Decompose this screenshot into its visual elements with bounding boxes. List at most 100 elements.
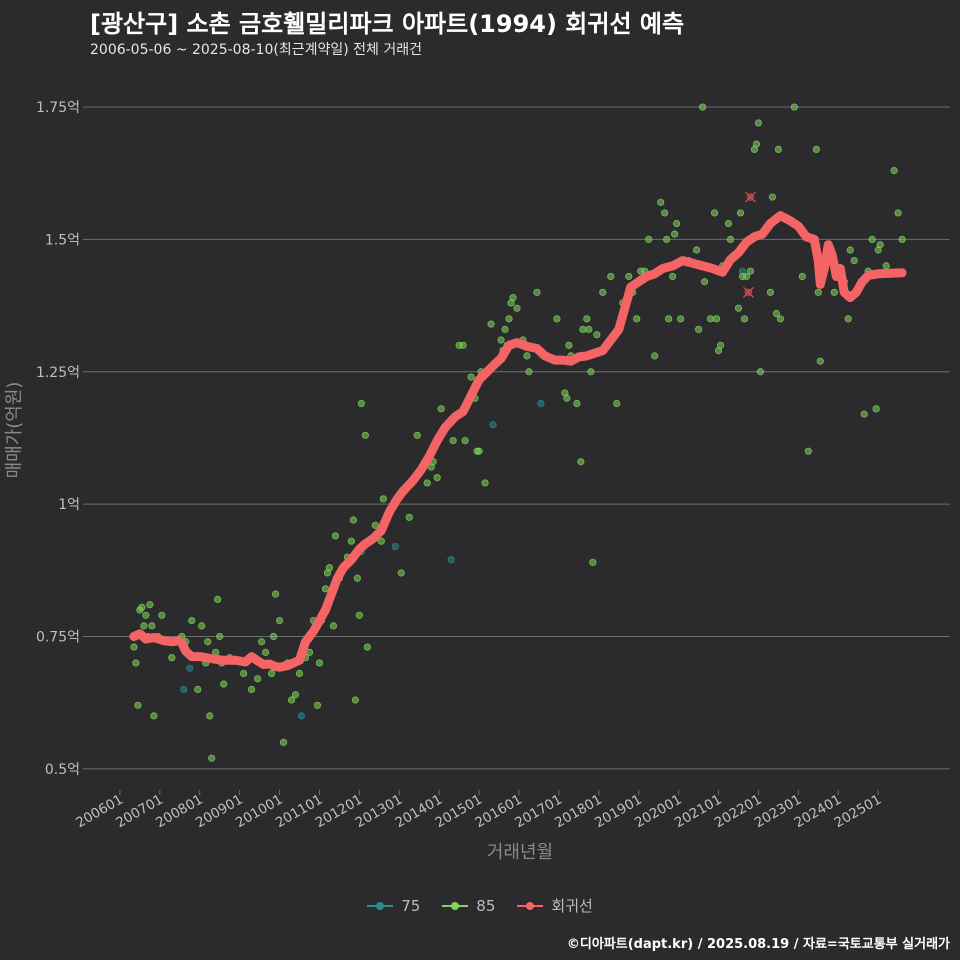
point-85 (736, 209, 745, 217)
point-85 (481, 479, 489, 487)
point-85 (633, 315, 641, 323)
legend-key (442, 900, 469, 912)
point-85 (579, 325, 587, 334)
point-75 (180, 685, 188, 694)
point-85 (850, 256, 858, 265)
point-85 (513, 304, 521, 312)
y-axis-label: 매매가(억원) (4, 382, 25, 479)
point-85 (347, 537, 355, 545)
legend-key-dot (526, 901, 535, 910)
point-85 (657, 198, 665, 206)
point-85 (673, 219, 681, 228)
legend-item: 회귀선 (517, 895, 593, 916)
point-85 (371, 521, 379, 529)
legend-label: 75 (401, 896, 421, 915)
point-85 (349, 516, 357, 524)
point-85 (279, 738, 288, 746)
chart-title: [광산구] 소촌 금호휄밀리파크 아파트(1994) 회귀선 예측 (90, 10, 685, 38)
point-85 (692, 246, 701, 254)
point-85 (661, 209, 669, 217)
point-85 (589, 558, 597, 566)
point-85 (487, 320, 495, 328)
point-85 (663, 235, 671, 244)
point-85 (563, 394, 571, 402)
point-85 (694, 325, 703, 334)
highlight-markers (742, 191, 756, 298)
source-caption: ©디아파트(dapt.kr) / 2025.08.19 / 자료=국토교통부 실… (566, 937, 950, 952)
point-85 (523, 352, 531, 360)
point-85 (669, 272, 677, 281)
highlight-cross (742, 286, 754, 298)
point-85 (287, 696, 296, 704)
point-85 (267, 669, 276, 678)
point-85 (271, 590, 280, 598)
point-85 (204, 638, 212, 646)
point-85 (138, 603, 146, 611)
point-85 (353, 574, 361, 582)
point-85 (206, 712, 214, 720)
point-85 (275, 616, 284, 625)
point-85 (671, 230, 679, 238)
point-85 (860, 410, 868, 418)
x-axis-label: 거래년월 (487, 842, 553, 863)
point-85 (331, 532, 340, 540)
point-85 (894, 209, 902, 217)
point-85 (146, 601, 154, 609)
highlight-cross (744, 191, 756, 203)
point-85 (698, 103, 707, 111)
point-85 (814, 288, 822, 296)
legend-label: 85 (476, 896, 496, 915)
y-axis: 0.5억 0.75억 1억 1.25억 1.5억 1.75억 (36, 100, 88, 778)
legend-key-dot (451, 901, 460, 910)
point-85 (254, 675, 262, 683)
point-85 (405, 513, 413, 521)
point-85 (768, 193, 777, 201)
point-85 (651, 352, 659, 360)
point-85 (625, 272, 633, 281)
point-85 (140, 622, 148, 630)
point-85 (158, 611, 166, 619)
point-85 (706, 315, 715, 323)
y-tick-label: 0.5억 (45, 762, 80, 778)
point-85 (553, 315, 561, 323)
point-85 (214, 595, 222, 604)
point-85 (168, 654, 176, 662)
legend-key-dot (376, 901, 385, 910)
point-85 (565, 341, 573, 349)
point-85 (467, 373, 475, 381)
point-85 (313, 701, 322, 709)
regression-line-path (129, 211, 907, 672)
point-85 (355, 611, 363, 619)
point-85 (752, 140, 761, 148)
legend-key (517, 900, 544, 912)
point-85 (525, 368, 533, 376)
point-85 (423, 479, 431, 487)
point-85 (505, 315, 513, 323)
y-tick-label: 0.75억 (36, 629, 80, 645)
point-85 (876, 241, 884, 249)
point-85 (573, 399, 581, 408)
point-85 (501, 325, 509, 334)
point-85 (742, 272, 751, 281)
point-85 (812, 145, 820, 154)
point-75 (391, 542, 399, 551)
point-85 (329, 622, 338, 630)
chart-subtitle: 2006-05-06 ~ 2025-08-10(최근계약일) 전체 거래건 (90, 42, 422, 58)
point-85 (756, 368, 765, 376)
point-85 (740, 315, 749, 323)
point-85 (459, 341, 467, 349)
point-85 (325, 564, 334, 572)
point-85 (607, 272, 615, 281)
point-75 (537, 399, 545, 408)
point-85 (295, 669, 304, 678)
point-85 (248, 685, 256, 694)
point-75 (297, 712, 306, 720)
y-tick-label: 1.5억 (45, 232, 80, 248)
point-85 (363, 643, 371, 651)
point-75 (186, 664, 194, 672)
point-85 (746, 267, 755, 275)
point-85 (804, 447, 812, 455)
point-85 (898, 235, 906, 244)
point-85 (130, 643, 138, 651)
point-85 (132, 659, 140, 667)
